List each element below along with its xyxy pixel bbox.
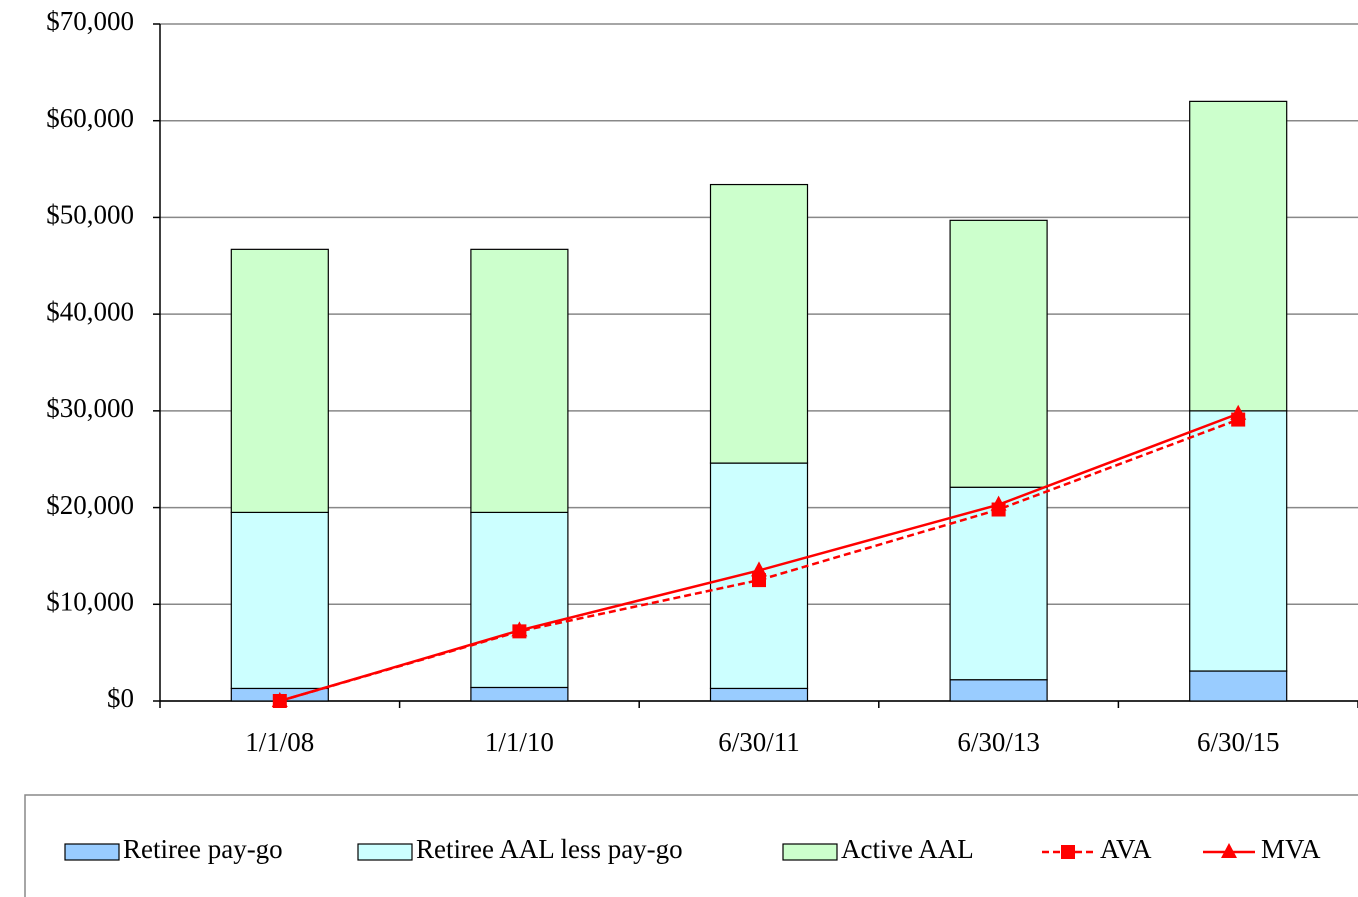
- y-tick-label: $60,000: [46, 103, 134, 133]
- marker: [990, 495, 1007, 511]
- bar-segment: [949, 679, 1048, 702]
- marker: [271, 692, 288, 707]
- bar-segment: [230, 511, 329, 690]
- bar-segment: [709, 687, 809, 702]
- y-tick-label: $10,000: [46, 586, 134, 616]
- y-tick-label: $50,000: [46, 200, 134, 230]
- bar-segment: [1189, 410, 1288, 672]
- legend-label: Active AAL: [841, 834, 974, 864]
- x-tick-label: 6/30/11: [718, 727, 800, 757]
- legend-label: Retiree pay-go: [123, 834, 283, 864]
- legend-label: Retiree AAL less pay-go: [416, 834, 683, 864]
- bar-segment: [470, 686, 569, 702]
- bar-segment: [470, 248, 569, 514]
- marker: [511, 621, 528, 637]
- y-tick-label: $40,000: [46, 296, 134, 326]
- x-tick-label: 6/30/13: [957, 727, 1040, 757]
- x-tick-label: 1/1/10: [485, 727, 554, 757]
- marker: [751, 561, 767, 577]
- marker: [1230, 404, 1247, 420]
- marker: [752, 573, 766, 588]
- bar-segment: [1189, 100, 1288, 412]
- y-tick-label: $30,000: [46, 393, 134, 423]
- legend-swatch: [64, 843, 120, 861]
- bar-segment: [709, 183, 809, 464]
- bar-segment: [470, 511, 569, 689]
- legend-swatch: [782, 843, 838, 861]
- legend-swatch: [357, 843, 413, 861]
- marker: [1221, 843, 1237, 858]
- legend-label: AVA: [1100, 834, 1152, 864]
- legend-label: MVA: [1261, 834, 1321, 864]
- marker: [1061, 845, 1075, 859]
- x-tick-label: 6/30/15: [1197, 727, 1280, 757]
- y-tick-label: $70,000: [46, 6, 134, 36]
- bar-segment: [230, 248, 329, 514]
- y-tick-label: $0: [107, 683, 134, 713]
- y-tick-label: $20,000: [46, 490, 134, 520]
- x-tick-label: 1/1/08: [245, 727, 314, 757]
- bar-segment: [949, 219, 1048, 488]
- bar-segment: [1189, 670, 1288, 702]
- legend-box: [24, 794, 1358, 897]
